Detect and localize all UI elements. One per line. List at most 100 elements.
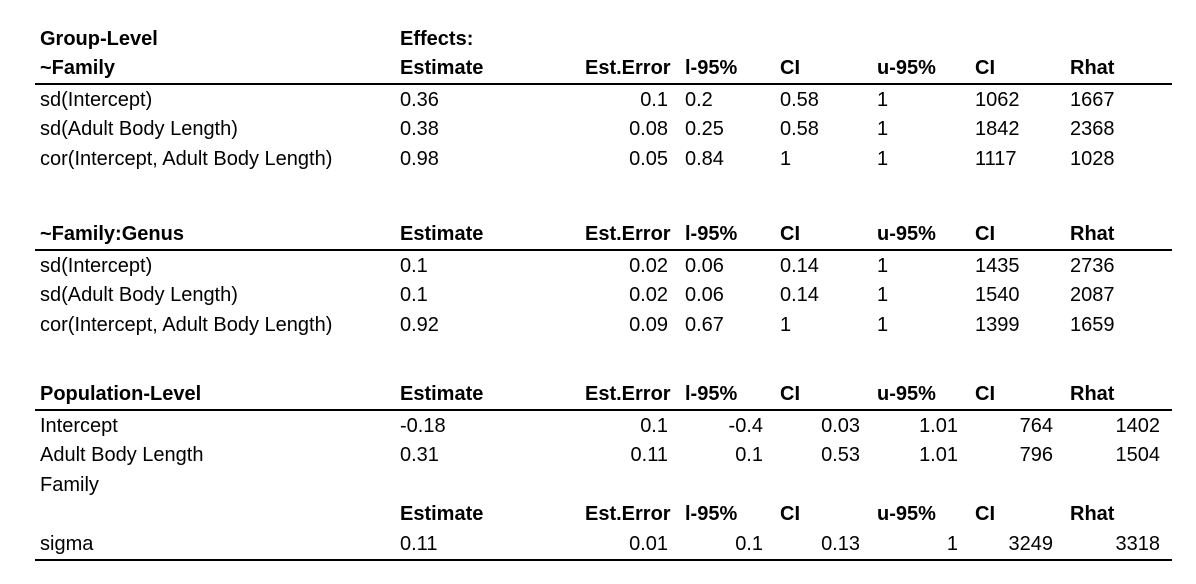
col-header-ci-lower: CI bbox=[775, 219, 872, 251]
col-header-u95: u-95% bbox=[872, 53, 970, 85]
col-header-u95: u-95% bbox=[872, 219, 970, 251]
row-label: sd(Adult Body Length) bbox=[40, 118, 238, 141]
col-header-ci-upper: CI bbox=[975, 503, 995, 526]
cell-u95: 1 bbox=[877, 313, 889, 336]
table-row: sd(Adult Body Length) 0.1 0.02 0.06 0.14… bbox=[35, 281, 1172, 311]
group-level-title-row: Group-Level Effects: bbox=[35, 24, 1172, 54]
family-section-header-row: ~Family Estimate Est.Error l-95% CI u-95… bbox=[35, 53, 1172, 85]
cell-l95: 0.67 bbox=[685, 313, 724, 336]
col-header-est-error: Est.Error bbox=[580, 379, 680, 411]
table-row: sd(Adult Body Length) 0.38 0.08 0.25 0.5… bbox=[35, 115, 1172, 145]
cell-l95: 0.1 bbox=[680, 529, 775, 561]
empty-cell bbox=[395, 470, 1172, 500]
spacer-row bbox=[35, 340, 1172, 380]
cell-u95: 1 bbox=[877, 284, 889, 307]
cell-est-error: 0.1 bbox=[640, 414, 668, 437]
col-header-ci-lower: CI bbox=[775, 53, 872, 85]
cell-ci-upper: 1399 bbox=[975, 313, 1020, 336]
row-label: cor(Intercept, Adult Body Length) bbox=[40, 147, 333, 170]
cell-estimate: 0.92 bbox=[400, 313, 439, 336]
cell-u95: 1.01 bbox=[919, 444, 958, 467]
cell-ci-lower: 0.58 bbox=[780, 88, 819, 111]
cell-rhat: 1028 bbox=[1070, 147, 1115, 170]
col-header-l95: l-95% bbox=[680, 379, 775, 411]
cell-ci-lower: 0.03 bbox=[821, 414, 860, 437]
col-header-l95: l-95% bbox=[685, 503, 738, 526]
section-title-population: Population-Level bbox=[35, 379, 395, 411]
cell-l95: 0.06 bbox=[685, 284, 724, 307]
empty-cell bbox=[35, 340, 1172, 380]
cell-ci-lower: 1 bbox=[780, 313, 792, 336]
col-header-estimate: Estimate bbox=[395, 219, 580, 251]
col-header-l95: l-95% bbox=[680, 219, 775, 251]
col-header-rhat: Rhat bbox=[1065, 219, 1172, 251]
col-header-estimate: Estimate bbox=[395, 379, 580, 411]
cell-est-error: 0.02 bbox=[629, 254, 668, 277]
col-header-u95: u-95% bbox=[872, 379, 970, 411]
group-level-title: Group-Level bbox=[40, 27, 158, 50]
cell-ci-upper: 3249 bbox=[970, 529, 1065, 561]
cell-rhat: 3318 bbox=[1065, 529, 1172, 561]
cell-est-error: 0.08 bbox=[629, 118, 668, 141]
cell-ci-upper: 1842 bbox=[975, 118, 1020, 141]
cell-est-error: 0.02 bbox=[629, 284, 668, 307]
table-row: Intercept -0.18 0.1 -0.4 0.03 1.01 764 1… bbox=[35, 410, 1172, 441]
col-header-ci-lower: CI bbox=[775, 379, 872, 411]
cell-ci-upper: 796 bbox=[1019, 444, 1053, 467]
empty-cell bbox=[35, 174, 1172, 220]
table-row: cor(Intercept, Adult Body Length) 0.98 0… bbox=[35, 144, 1172, 174]
cell-est-error: 0.11 bbox=[630, 444, 668, 467]
cell-rhat: 1659 bbox=[1070, 313, 1115, 336]
cell-u95: 1 bbox=[872, 529, 970, 561]
cell-rhat: 1667 bbox=[1070, 88, 1115, 111]
cell-l95: 0.1 bbox=[735, 444, 763, 467]
cell-ci-lower: 0.58 bbox=[780, 118, 819, 141]
spacer-row bbox=[35, 174, 1172, 220]
section-title-family-genus: ~Family:Genus bbox=[35, 219, 395, 251]
cell-l95: 0.84 bbox=[685, 147, 724, 170]
cell-estimate: 0.1 bbox=[400, 254, 428, 277]
cell-u95: 1 bbox=[877, 118, 889, 141]
cell-l95: 0.25 bbox=[685, 118, 724, 141]
cell-estimate: 0.98 bbox=[400, 147, 439, 170]
model-summary-sheet: Group-Level Effects: ~Family Estimate Es… bbox=[35, 24, 1172, 561]
cell-l95: 0.2 bbox=[685, 88, 713, 111]
col-header-ci-upper: CI bbox=[970, 219, 1065, 251]
section-title-family: ~Family bbox=[35, 53, 395, 85]
cell-est-error: 0.09 bbox=[629, 313, 668, 336]
table-row: Adult Body Length 0.31 0.11 0.1 0.53 1.0… bbox=[35, 441, 1172, 471]
col-header-est-error: Est.Error bbox=[585, 503, 671, 526]
cell-ci-lower: 0.53 bbox=[821, 444, 860, 467]
cell-estimate: 0.36 bbox=[400, 88, 439, 111]
sigma-row: sigma 0.11 0.01 0.1 0.13 1 3249 3318 bbox=[35, 529, 1172, 561]
model-summary-table: Group-Level Effects: ~Family Estimate Es… bbox=[35, 24, 1172, 561]
col-header-rhat: Rhat bbox=[1065, 53, 1172, 85]
cell-ci-upper: 1062 bbox=[975, 88, 1020, 111]
cell-u95: 1 bbox=[877, 147, 889, 170]
col-header-ci-lower: CI bbox=[780, 503, 800, 526]
effects-title: Effects: bbox=[400, 27, 474, 50]
cell-rhat: 2368 bbox=[1070, 118, 1115, 141]
col-header-est-error: Est.Error bbox=[580, 53, 680, 85]
cell-u95: 1 bbox=[877, 88, 889, 111]
cell-estimate: -0.18 bbox=[400, 414, 446, 437]
cell-ci-lower: 0.13 bbox=[775, 529, 872, 561]
cell-rhat: 2087 bbox=[1070, 284, 1115, 307]
cell-estimate: 0.31 bbox=[400, 444, 439, 467]
col-header-rhat: Rhat bbox=[1070, 503, 1115, 526]
cell-u95: 1 bbox=[877, 254, 889, 277]
row-label: Intercept bbox=[40, 414, 118, 437]
cell-rhat: 1504 bbox=[1115, 444, 1161, 467]
col-header-estimate: Estimate bbox=[400, 503, 484, 526]
cell-ci-upper: 1117 bbox=[975, 147, 1017, 170]
row-label: sigma bbox=[35, 529, 395, 561]
col-header-ci-upper: CI bbox=[970, 379, 1065, 411]
cell-u95: 1.01 bbox=[919, 414, 958, 437]
table-row: sd(Intercept) 0.36 0.1 0.2 0.58 1 1062 1… bbox=[35, 84, 1172, 115]
empty-cell bbox=[35, 500, 395, 530]
cell-ci-lower: 1 bbox=[780, 147, 792, 170]
cell-estimate: 0.1 bbox=[400, 284, 428, 307]
row-label: sd(Intercept) bbox=[40, 254, 153, 277]
row-label: sd(Intercept) bbox=[40, 88, 153, 111]
cell-ci-upper: 1540 bbox=[975, 284, 1020, 307]
